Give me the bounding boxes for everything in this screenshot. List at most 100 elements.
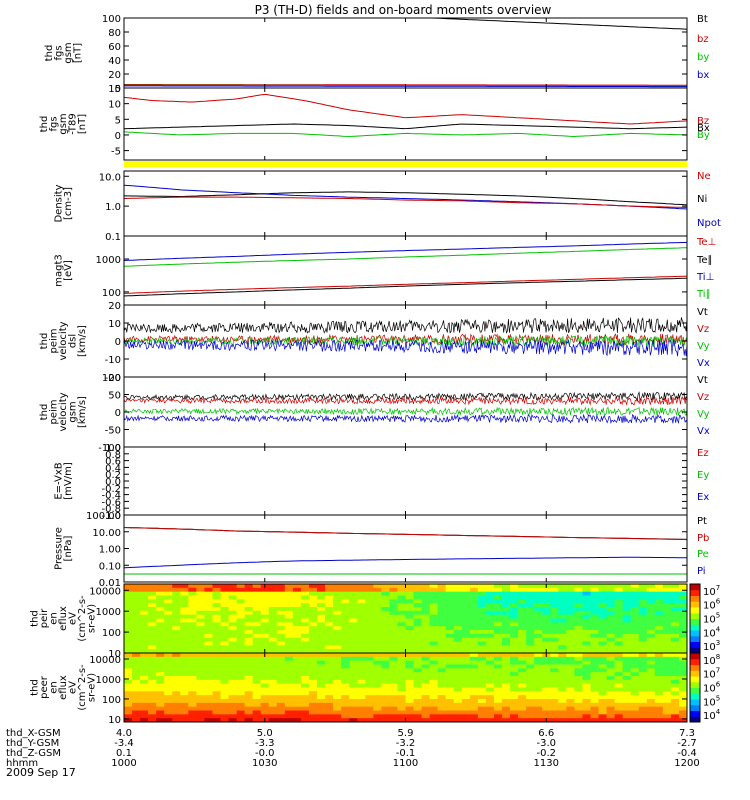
heatmap-cell: [140, 683, 149, 689]
heatmap-cell: [140, 622, 149, 627]
heatmap-cell: [317, 645, 326, 650]
heatmap-cell: [381, 653, 391, 658]
heatmap-cell: [132, 637, 141, 643]
colorbar-segment: [690, 681, 700, 688]
heatmap-cell: [212, 584, 222, 589]
heatmap-cell: [188, 607, 197, 612]
heatmap-cell: [502, 614, 511, 620]
y-label-line: peer: [39, 675, 50, 699]
x-axis-value: 1030: [252, 758, 277, 769]
heatmap-cell: [646, 664, 656, 669]
heatmap-cell: [654, 664, 664, 669]
heatmap-cell: [558, 622, 567, 627]
y-label-line: en: [49, 612, 60, 625]
heatmap-cell: [220, 599, 230, 604]
heatmap-cell: [236, 645, 246, 650]
heatmap-cell: [300, 710, 310, 715]
heatmap-cell: [654, 607, 664, 612]
heatmap-cell: [421, 687, 431, 692]
heatmap-cell: [164, 653, 173, 658]
heatmap-cell: [140, 656, 149, 662]
heatmap-cell: [308, 702, 318, 708]
colorbar-segment: [690, 589, 700, 596]
heatmap-cell: [373, 664, 382, 669]
heatmap-cell: [453, 603, 463, 608]
heatmap-cell: [670, 683, 680, 689]
heatmap-cell: [550, 603, 559, 608]
heatmap-cell: [574, 710, 584, 715]
heatmap-cell: [284, 683, 294, 689]
heatmap-cell: [510, 599, 519, 604]
heatmap-cell: [614, 710, 624, 715]
heatmap-cell: [228, 587, 238, 593]
heatmap-cell: [196, 637, 206, 643]
heatmap-cell: [413, 653, 423, 658]
heatmap-cell: [308, 630, 318, 635]
heatmap-cell: [654, 656, 664, 662]
heatmap-cell: [381, 641, 391, 646]
heatmap-cell: [132, 641, 141, 646]
series-group-temperature: [124, 241, 687, 297]
heatmap-cell: [469, 614, 479, 620]
heatmap-cell: [397, 626, 407, 631]
heatmap-cell: [156, 702, 165, 708]
heatmap-cell: [124, 610, 133, 616]
heatmap-cell: [590, 587, 600, 593]
heatmap-cell: [276, 679, 286, 685]
y-tick-label: 0.6: [105, 457, 121, 468]
heatmap-cell: [622, 610, 632, 616]
heatmap-cell: [542, 618, 551, 623]
heatmap-cell: [429, 695, 439, 700]
heatmap-cell: [268, 622, 278, 627]
panel-peir_spectrogram: 10310410510610710100100010000thdpeirenef…: [30, 583, 721, 660]
heatmap-cell: [630, 587, 640, 593]
heatmap-cell: [244, 664, 254, 669]
heatmap-cell: [429, 610, 439, 616]
heatmap-cell: [582, 633, 592, 639]
heatmap-cell: [485, 695, 495, 700]
heatmap-cell: [148, 706, 157, 712]
heatmap-cell: [638, 622, 648, 627]
heatmap-cell: [493, 656, 503, 662]
heatmap-cell: [156, 653, 165, 658]
heatmap-cell: [300, 587, 310, 593]
legend-label: Bz: [697, 116, 709, 127]
heatmap-cell: [590, 618, 600, 623]
heatmap-cell: [292, 599, 302, 604]
colorbar-tick-label: 106: [703, 681, 721, 695]
heatmap-cell: [502, 668, 511, 673]
heatmap-cell: [437, 626, 447, 631]
heatmap-cell: [260, 587, 270, 593]
heatmap-cell: [252, 660, 262, 666]
heatmap-cell: [300, 618, 310, 623]
heatmap-cell: [212, 699, 222, 704]
heatmap-cell: [220, 653, 230, 658]
heatmap-cell: [308, 668, 318, 673]
heatmap-cell: [188, 668, 197, 673]
heatmap-cell: [582, 587, 592, 593]
heatmap-cell: [188, 664, 197, 669]
heatmap-cell: [502, 683, 511, 689]
heatmap-cell: [164, 691, 173, 696]
heatmap-cell: [469, 603, 479, 608]
heatmap-cell: [333, 679, 342, 685]
heatmap-cell: [638, 626, 648, 631]
heatmap-cell: [678, 637, 687, 643]
y-label-line: velocity: [58, 392, 69, 431]
heatmap-cell: [421, 710, 431, 715]
heatmap-cell: [244, 710, 254, 715]
heatmap-cell: [405, 664, 415, 669]
heatmap-cell: [381, 630, 391, 635]
date-label: 2009 Sep 17: [6, 766, 76, 779]
heatmap-cell: [437, 584, 447, 589]
colorbar-segment: [690, 635, 700, 642]
heatmap-cell: [140, 626, 149, 631]
heatmap-cell: [397, 653, 407, 658]
heatmap-cell: [381, 676, 391, 681]
heatmap-cell: [308, 633, 318, 639]
heatmap-cell: [670, 614, 680, 620]
heatmap-cell: [148, 702, 157, 708]
heatmap-cell: [654, 626, 664, 631]
